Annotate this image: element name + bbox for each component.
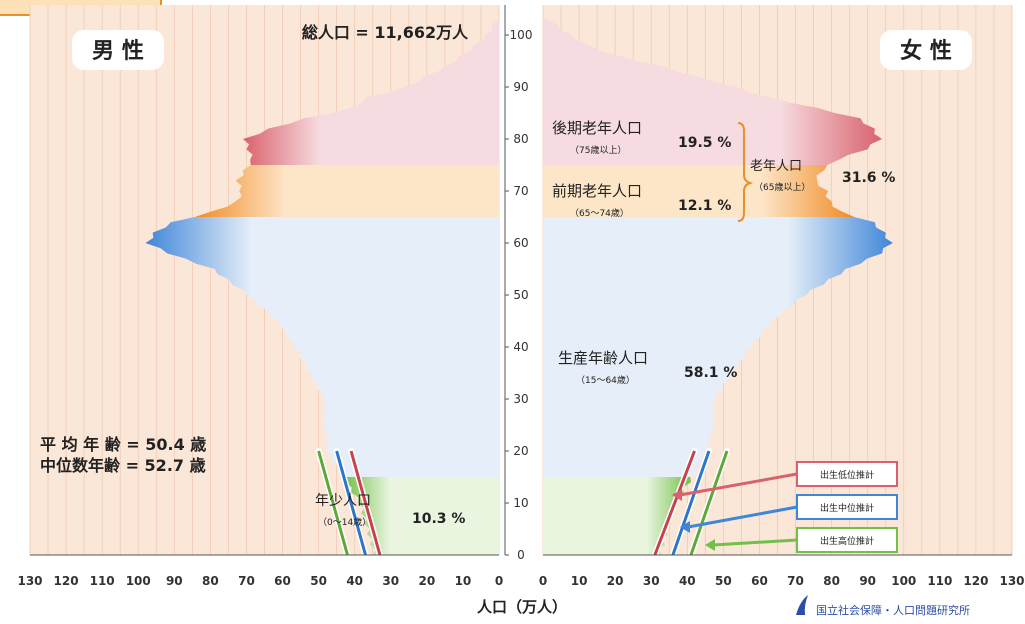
stat-line-0: 平 均 年 齢 = 50.4 歳	[40, 435, 206, 454]
elderly-bracket	[737, 122, 754, 222]
y-tick-label: 20	[513, 444, 528, 458]
elderly-total-range: （65歳以上）	[754, 181, 810, 193]
x-tick-label-right: 120	[963, 574, 988, 588]
legend-label-2: 出生高位推計	[820, 535, 874, 547]
legend-box-1	[796, 494, 898, 520]
group-range-1: （65〜74歳）	[570, 207, 629, 219]
y-tick-label: 90	[513, 80, 528, 94]
source-label: 国立社会保障・人口問題研究所	[816, 603, 970, 617]
x-tick-label-right: 40	[679, 574, 696, 588]
group-percent-2: 58.1 %	[684, 365, 737, 381]
y-tick-label: 70	[513, 184, 528, 198]
legend-label-0: 出生低位推計	[820, 469, 874, 481]
y-tick-label: 60	[513, 236, 528, 250]
female-label: 女 性	[900, 38, 952, 64]
female-projection-mid	[671, 450, 711, 556]
x-tick-label-left: 90	[166, 574, 183, 588]
group-name-0: 後期老年人口	[552, 119, 642, 137]
y-tick-label: 80	[513, 132, 528, 146]
x-tick-label-left: 100	[126, 574, 151, 588]
group-range-0: （75歳以上）	[570, 144, 626, 156]
x-tick-label-right: 0	[539, 574, 547, 588]
y-tick-label: 100	[510, 28, 533, 42]
female-projection-high	[689, 450, 729, 556]
group-percent-1: 12.1 %	[678, 198, 731, 214]
x-tick-label-left: 120	[54, 574, 79, 588]
y-tick-label: 50	[513, 288, 528, 302]
legend-arrowhead-2	[705, 539, 715, 551]
female-bar-15-65	[543, 217, 893, 477]
female-bar-65-75	[543, 165, 855, 217]
legend-arrow-0	[679, 472, 798, 497]
x-tick-label-right: 80	[823, 574, 840, 588]
x-tick-label-left: 0	[495, 574, 503, 588]
male-label: 男 性	[92, 39, 144, 64]
x-tick-label-right: 70	[787, 574, 804, 588]
youth-percent: 10.3 %	[412, 511, 465, 527]
group-name-2: 生産年齢人口	[558, 349, 648, 367]
group-percent-0: 19.5 %	[678, 135, 731, 151]
male-projection-mid	[335, 450, 367, 556]
female-bar-0-15	[543, 477, 691, 555]
youth-range: （0〜14歳）	[318, 516, 371, 528]
y-tick-label: 30	[513, 392, 528, 406]
female-label-box	[880, 30, 972, 70]
elderly-total-percent: 31.6 %	[842, 170, 895, 186]
male-label-box	[72, 30, 164, 70]
source-logo	[796, 595, 808, 615]
male-bar-75-105	[242, 14, 499, 166]
male-projection-low	[349, 450, 382, 556]
legend-arrowhead-0	[672, 489, 682, 501]
y-tick-label: 0	[517, 548, 525, 562]
x-tick-label-left: 20	[418, 574, 435, 588]
male-bar-65-75	[194, 165, 499, 217]
group-range-2: （15〜64歳）	[576, 374, 635, 386]
stat-line-1: 中位数年齢 = 52.7 歳	[40, 456, 206, 475]
legend-box-0	[796, 461, 898, 487]
legend-label-1: 出生中位推計	[820, 502, 874, 514]
x-tick-label-right: 110	[927, 574, 952, 588]
y-tick-label: 10	[513, 496, 528, 510]
male-projection-high	[317, 450, 349, 556]
legend-arrow-1	[687, 505, 798, 529]
x-tick-label-right: 130	[999, 574, 1024, 588]
x-tick-label-left: 130	[17, 574, 42, 588]
x-tick-label-right: 50	[715, 574, 732, 588]
x-tick-label-left: 110	[90, 574, 115, 588]
chart-title: 総人口 = 11,662万人	[302, 23, 469, 42]
x-tick-label-right: 100	[891, 574, 916, 588]
x-tick-label-right: 90	[859, 574, 876, 588]
male-bar-0-15	[343, 477, 499, 555]
female-projection-low	[653, 450, 696, 556]
legend-arrow-2	[712, 538, 798, 547]
legend-arrowhead-1	[680, 521, 690, 533]
x-tick-label-right: 10	[571, 574, 588, 588]
group-name-1: 前期老年人口	[552, 182, 642, 200]
x-axis-label: 人口（万人）	[477, 598, 567, 616]
x-tick-label-left: 10	[455, 574, 472, 588]
male-bar-15-65	[145, 217, 499, 477]
x-tick-label-left: 60	[274, 574, 291, 588]
x-tick-label-left: 50	[310, 574, 327, 588]
elderly-total-name: 老年人口	[750, 159, 802, 174]
x-tick-label-right: 20	[607, 574, 624, 588]
x-tick-label-left: 30	[382, 574, 399, 588]
x-tick-label-left: 40	[346, 574, 363, 588]
x-tick-label-right: 60	[751, 574, 768, 588]
female-bar-75-105	[543, 14, 883, 166]
x-tick-label-right: 30	[643, 574, 660, 588]
x-tick-label-left: 80	[202, 574, 219, 588]
y-tick-label: 40	[513, 340, 528, 354]
x-tick-label-left: 70	[238, 574, 255, 588]
youth-name: 年少人口	[315, 493, 371, 509]
